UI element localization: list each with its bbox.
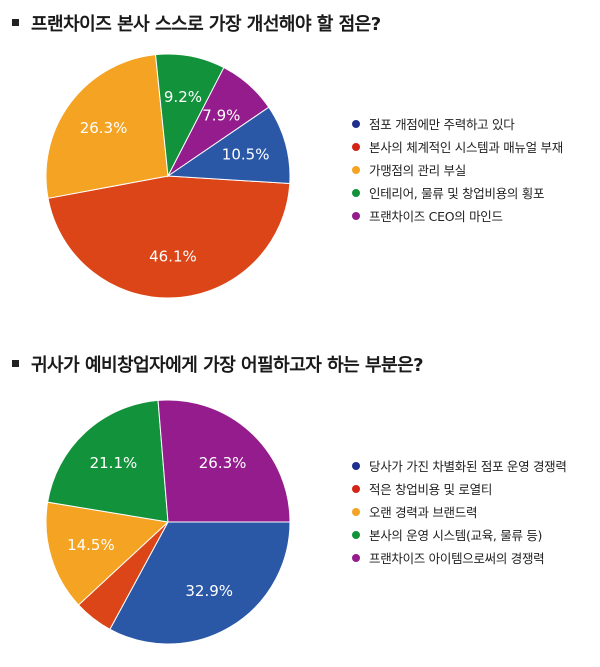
slice-label: 26.3% [199, 454, 247, 472]
legend-item: 본사의 운영 시스템(교육, 물류 등) [352, 523, 567, 546]
legend-item: 당사가 가진 차별화된 점포 운영 경쟁력 [352, 454, 567, 477]
legend-item: 프랜차이즈 CEO의 마인드 [352, 204, 563, 227]
pie-slice [109, 521, 291, 645]
legend-dot [352, 142, 360, 151]
bullet-square-icon [12, 18, 19, 26]
legend: 점포 개점에만 주력하고 있다 본사의 체계적인 시스템과 매뉴얼 부재 가맹점… [352, 112, 563, 227]
legend-dot [352, 211, 360, 220]
pie-chart: 32.9% 14.5% 21.1% 26.3% [45, 399, 291, 645]
slice-label: 7.9% [202, 107, 240, 125]
pie-slice [47, 175, 291, 299]
chart-title-text: 프랜차이즈 본사 스스로 가장 개선해야 할 점은? [31, 14, 381, 35]
legend-dot [352, 507, 360, 516]
chart-title: 프랜차이즈 본사 스스로 가장 개선해야 할 점은? [12, 10, 381, 36]
legend-item: 본사의 체계적인 시스템과 매뉴얼 부재 [352, 135, 563, 158]
legend-dot [352, 119, 360, 128]
legend-dot [352, 553, 360, 562]
legend-item: 적은 창업비용 및 로열티 [352, 477, 567, 500]
pie-slice [166, 106, 291, 184]
legend-item: 오랜 경력과 브랜드력 [352, 500, 567, 523]
legend-label: 오랜 경력과 브랜드력 [369, 505, 478, 520]
legend-label: 본사의 체계적인 시스템과 매뉴얼 부재 [369, 140, 563, 155]
slice-label: 10.5% [222, 146, 270, 164]
legend-dot [352, 165, 360, 174]
chart-title: 귀사가 예비창업자에게 가장 어필하고자 하는 부분은? [12, 351, 424, 377]
pie-slice [45, 501, 170, 606]
legend-dot [352, 461, 360, 470]
legend-label: 가맹점의 관리 부실 [369, 163, 466, 178]
slice-label: 26.3% [80, 119, 128, 137]
chart-1: 프랜차이즈 본사 스스로 가장 개선해야 할 점은? 46.1% 26.3% 9.2… [0, 0, 600, 330]
legend-dot [352, 188, 360, 197]
legend-label: 점포 개점에만 주력하고 있다 [369, 117, 515, 132]
legend-dot [352, 484, 360, 493]
legend-item: 인테리어, 물류 및 창업비용의 횡포 [352, 181, 563, 204]
chart-title-text: 귀사가 예비창업자에게 가장 어필하고자 하는 부분은? [31, 355, 424, 376]
bullet-square-icon [12, 359, 19, 367]
slice-label: 46.1% [149, 247, 197, 265]
pie-chart: 46.1% 26.3% 9.2%7.9% 10.5% [45, 53, 291, 299]
pie-slice [45, 54, 169, 199]
legend-label: 당사가 가진 차별화된 점포 운영 경쟁력 [369, 459, 567, 474]
legend-label: 인테리어, 물류 및 창업비용의 횡포 [369, 186, 545, 201]
slice-label: 32.9% [185, 582, 233, 600]
legend-item: 점포 개점에만 주력하고 있다 [352, 112, 563, 135]
slice-label: 9.2% [164, 88, 202, 106]
legend-item: 가맹점의 관리 부실 [352, 158, 563, 181]
slice-label: 21.1% [90, 454, 138, 472]
legend-item: 프랜차이즈 아이템으로써의 경쟁력 [352, 546, 567, 569]
legend: 당사가 가진 차별화된 점포 운영 경쟁력 적은 창업비용 및 로열티 오랜 경… [352, 454, 567, 569]
legend-dot [352, 530, 360, 539]
legend-label: 적은 창업비용 및 로열티 [369, 482, 493, 497]
slice-label: 14.5% [67, 536, 115, 554]
legend-label: 프랜차이즈 아이템으로써의 경쟁력 [369, 551, 545, 566]
pie-slice [157, 399, 291, 523]
legend-label: 프랜차이즈 CEO의 마인드 [369, 209, 503, 224]
legend-label: 본사의 운영 시스템(교육, 물류 등) [369, 528, 543, 543]
pie-slice [47, 399, 169, 523]
chart-2: 귀사가 예비창업자에게 가장 어필하고자 하는 부분은? 32.9% 14.5% 2… [0, 330, 600, 667]
